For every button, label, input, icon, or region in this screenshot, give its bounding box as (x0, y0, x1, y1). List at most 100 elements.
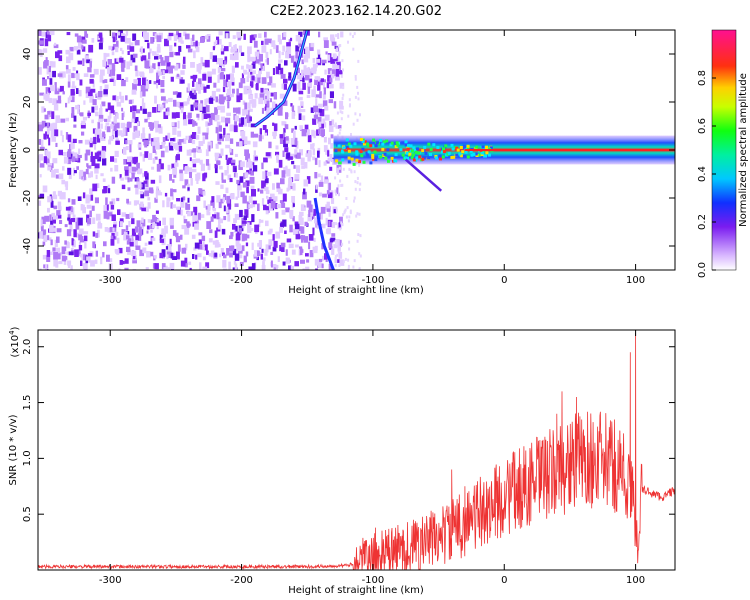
noise-cell (305, 46, 309, 53)
noise-cell (168, 32, 174, 37)
noise-cell (121, 229, 126, 235)
noise-cell (273, 168, 279, 175)
noise-cell (318, 192, 323, 197)
noise-cell (170, 222, 174, 229)
noise-cell (299, 211, 304, 216)
noise-cell (294, 125, 297, 130)
noise-cell (316, 76, 321, 84)
noise-cell (302, 82, 306, 90)
noise-cell (330, 143, 333, 149)
noise-cell (95, 174, 98, 180)
noise-cell (214, 163, 218, 169)
noise-cell (114, 158, 118, 163)
noise-cell (275, 66, 280, 75)
noise-cell (348, 104, 351, 108)
noise-cell (240, 78, 246, 84)
noise-cell (202, 241, 205, 250)
noise-cell (267, 82, 272, 86)
noise-cell (347, 267, 350, 270)
noise-cell (190, 104, 194, 112)
noise-cell (307, 156, 311, 162)
noise-cell (196, 179, 199, 184)
noise-cell (358, 212, 361, 216)
noise-cell (47, 114, 50, 120)
colorbar-tick-label: 0.6 (697, 118, 708, 134)
noise-cell (184, 165, 189, 172)
noise-cell (135, 234, 140, 241)
noise-cell (65, 241, 69, 248)
x-tick-label: -200 (230, 275, 253, 286)
noise-cell (300, 226, 305, 234)
noise-cell (188, 139, 193, 143)
noise-cell (212, 208, 216, 212)
noise-cell (101, 101, 106, 107)
noise-cell (281, 52, 285, 56)
noise-cell (251, 242, 254, 250)
noise-cell (116, 74, 122, 80)
signal-cell (369, 161, 373, 165)
noise-cell (250, 170, 254, 176)
noise-cell (290, 186, 294, 190)
noise-cell (248, 86, 252, 94)
signal-cell (347, 142, 351, 146)
noise-cell (229, 138, 234, 144)
noise-cell (76, 88, 79, 94)
signal-cell (399, 148, 403, 152)
noise-cell (171, 112, 177, 119)
noise-cell (272, 264, 277, 270)
noise-cell (94, 129, 98, 135)
noise-cell (232, 35, 236, 39)
noise-cell (77, 108, 80, 114)
noise-cell (238, 45, 242, 53)
noise-cell (306, 176, 311, 184)
noise-cell (309, 78, 313, 83)
noise-cell (165, 111, 170, 116)
noise-cell (220, 48, 225, 55)
noise-cell (167, 164, 171, 171)
noise-cell (340, 31, 344, 38)
x-tick-label: 0 (501, 575, 507, 586)
noise-cell (107, 59, 112, 65)
noise-cell (244, 149, 249, 156)
noise-cell (285, 112, 289, 120)
noise-cell (261, 162, 264, 170)
noise-cell (98, 42, 103, 50)
noise-cell (228, 204, 232, 210)
noise-cell (94, 105, 98, 111)
noise-cell (177, 130, 182, 137)
noise-cell (104, 84, 109, 90)
noise-cell (145, 187, 149, 191)
noise-cell (261, 45, 267, 53)
noise-cell (49, 61, 53, 67)
noise-cell (222, 86, 226, 93)
noise-cell (224, 170, 228, 176)
noise-cell (218, 153, 222, 159)
noise-cell (197, 149, 202, 153)
noise-cell (233, 172, 237, 178)
noise-cell (129, 242, 134, 247)
noise-cell (236, 88, 239, 96)
noise-cell (207, 122, 211, 126)
signal-cell (393, 159, 397, 163)
noise-cell (97, 156, 102, 162)
noise-cell (107, 67, 110, 74)
noise-cell (119, 57, 124, 63)
noise-cell (313, 85, 316, 92)
noise-cell (111, 129, 115, 136)
noise-cell (216, 212, 220, 220)
noise-cell (124, 166, 129, 171)
noise-cell (91, 159, 96, 166)
noise-cell (214, 230, 218, 238)
noise-cell (332, 69, 337, 74)
noise-cell (347, 114, 350, 118)
noise-cell (247, 222, 250, 227)
noise-cell (303, 236, 308, 243)
signal-cell (361, 140, 365, 143)
noise-cell (109, 78, 114, 82)
noise-cell (57, 201, 62, 209)
noise-cell (193, 90, 196, 95)
noise-cell (279, 227, 283, 233)
noise-cell (141, 98, 144, 105)
noise-cell (348, 240, 351, 244)
noise-cell (174, 42, 177, 47)
